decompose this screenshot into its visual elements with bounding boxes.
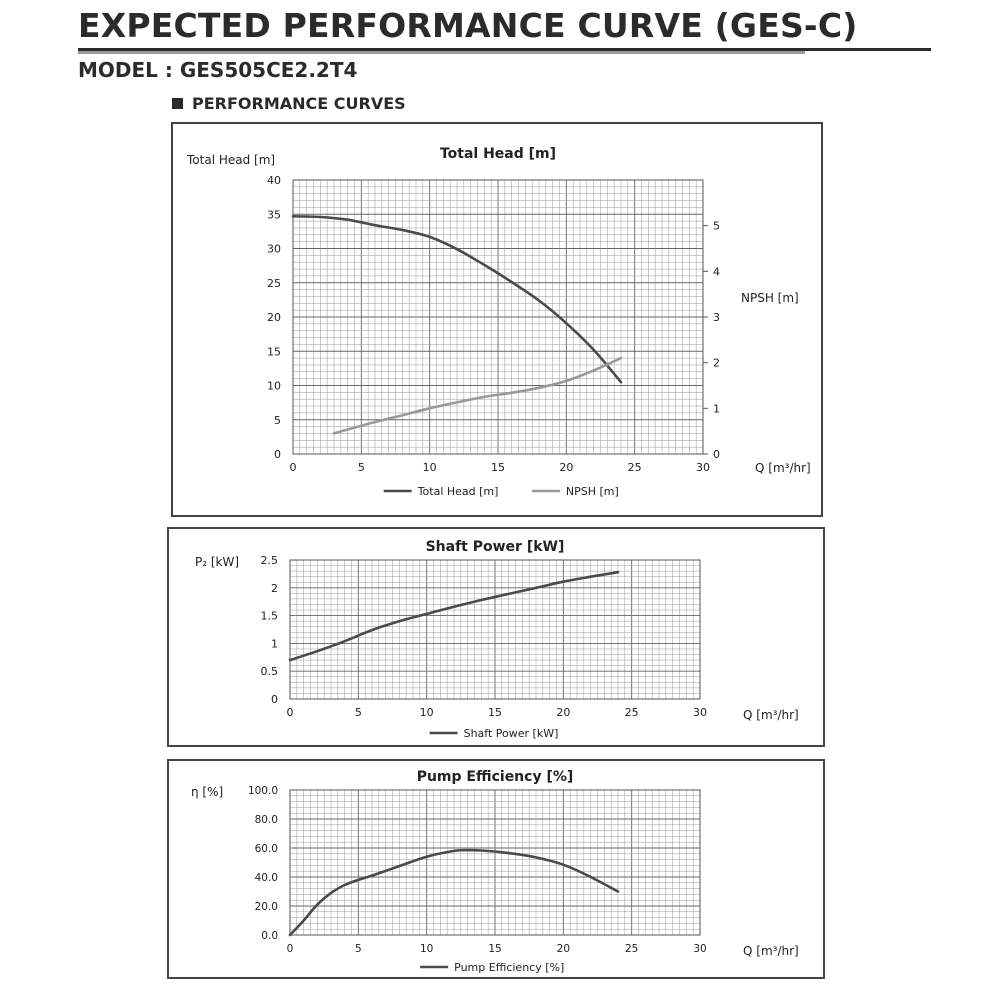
y-tick-label: 0: [271, 693, 278, 706]
pump-efficiency-chart-panel: Pump Efficiency [%] 0 5 10 15 20 25 30 0.0 20.0 40…: [167, 759, 825, 979]
shaft-power-chart: Shaft Power [kW] 0 5 10 15 20 25 30 0 0.5 1 1.5 2 2.5…: [195, 539, 799, 740]
series-line-1: [288, 848, 620, 937]
y2-tick-label: 2: [713, 357, 720, 370]
chart-legend: Shaft Power [kW]: [429, 727, 559, 740]
y-axis-label: P₂ [kW]: [195, 555, 239, 569]
chart-legend: Total Head [m] NPSH [m]: [383, 485, 619, 498]
series-line-1: [291, 215, 623, 384]
y-tick-label: 80.0: [255, 814, 278, 826]
y2-tick-label: 0: [713, 448, 720, 461]
x-tick-label: 5: [355, 943, 362, 955]
x-axis-label: Q [m³/hr]: [743, 944, 799, 958]
model-label: MODEL : GES505CE2.2T4: [78, 58, 358, 82]
x-tick-label: 25: [628, 461, 642, 474]
x-tick-label: 10: [420, 943, 433, 955]
y-tick-label: 0.5: [261, 665, 279, 678]
y2-axis-label: NPSH [m]: [741, 291, 799, 305]
chart-title: Total Head [m]: [440, 146, 556, 162]
pump-efficiency-chart: Pump Efficiency [%] 0 5 10 15 20 25 30 0.0 20.0 40…: [191, 769, 799, 974]
chart-grid: [289, 789, 701, 936]
page-title: EXPECTED PERFORMANCE CURVE (GES-C): [78, 6, 858, 45]
x-tick-label: 30: [696, 461, 710, 474]
x-tick-label: 30: [693, 943, 706, 955]
x-tick-label: 25: [625, 706, 639, 719]
y-tick-label: 35: [267, 208, 281, 221]
total-head-chart: Total Head [m]0 5 10 15 20 25 3005101520253035…: [186, 146, 811, 498]
x-tick-label: 15: [488, 706, 502, 719]
x-axis-label: Q [m³/hr]: [743, 708, 799, 722]
x-tick-label: 20: [556, 706, 570, 719]
title-underline: [78, 48, 931, 51]
y-tick-label: 40: [267, 174, 281, 187]
x-tick-label: 20: [559, 461, 573, 474]
y-tick-label: 1: [271, 637, 278, 650]
chart-title: Pump Efficiency [%]: [417, 769, 574, 785]
title-underline-accent: [78, 51, 805, 54]
y2-tick-label: 5: [713, 220, 720, 233]
chart-title: Shaft Power [kW]: [426, 539, 565, 555]
y-tick-label: 20: [267, 311, 281, 324]
y-tick-label: 0.0: [261, 930, 278, 942]
x-tick-label: 5: [355, 706, 362, 719]
series-line-1: [288, 570, 620, 662]
y-tick-label: 25: [267, 277, 281, 290]
x-tick-label: 0: [290, 461, 297, 474]
chart-grid: [289, 559, 701, 700]
x-tick-label: 10: [420, 706, 434, 719]
y-tick-label: 0: [274, 448, 281, 461]
plot-area-border: [289, 559, 701, 700]
total-head-chart-panel: Total Head [m] 0 5 10 15 20 25 30 0 5 10 15 20 25 30 35…: [171, 122, 823, 517]
legend-label: Total Head [m]: [417, 485, 499, 498]
y-tick-label: 5: [274, 414, 281, 427]
x-tick-label: 15: [488, 943, 501, 955]
x-tick-label: 10: [423, 461, 437, 474]
x-tick-label: 15: [491, 461, 505, 474]
plot-area-border: [289, 789, 701, 936]
y-tick-label: 10: [267, 380, 281, 393]
y2-tick-label: 3: [713, 311, 720, 324]
y2-tick-label: 1: [713, 402, 720, 415]
y-axis-label: η [%]: [191, 785, 223, 799]
chart-legend: Pump Efficiency [%]: [420, 961, 564, 974]
x-tick-label: 5: [358, 461, 365, 474]
y-tick-label: 2.5: [261, 554, 279, 567]
legend-label: NPSH [m]: [566, 485, 619, 498]
y-tick-label: 40.0: [255, 872, 278, 884]
legend-label: Shaft Power [kW]: [464, 727, 559, 740]
shaft-power-chart-panel: Shaft Power [kW] 0 5 10 15 20 25 30 0 0.5 1 1.5 2 2.5…: [167, 527, 825, 747]
x-tick-label: 0: [287, 943, 294, 955]
x-tick-label: 0: [287, 706, 294, 719]
y-tick-label: 15: [267, 345, 281, 358]
y-tick-label: 100.0: [248, 785, 278, 797]
y-tick-label: 30: [267, 243, 281, 256]
x-tick-label: 25: [625, 943, 638, 955]
section-bullet-icon: [172, 98, 183, 109]
section-heading-text: PERFORMANCE CURVES: [192, 94, 406, 113]
y-tick-label: 20.0: [255, 901, 278, 913]
legend-label: Pump Efficiency [%]: [454, 961, 564, 974]
x-tick-label: 20: [557, 943, 570, 955]
y-axis-label: Total Head [m]: [186, 153, 275, 167]
series-line-2: [332, 356, 623, 435]
section-heading: PERFORMANCE CURVES: [172, 94, 406, 113]
y-tick-label: 1.5: [261, 610, 279, 623]
y-tick-label: 60.0: [255, 843, 278, 855]
y2-tick-label: 4: [713, 265, 720, 278]
x-tick-label: 30: [693, 706, 707, 719]
y-tick-label: 2: [271, 582, 278, 595]
x-axis-label: Q [m³/hr]: [755, 461, 811, 475]
